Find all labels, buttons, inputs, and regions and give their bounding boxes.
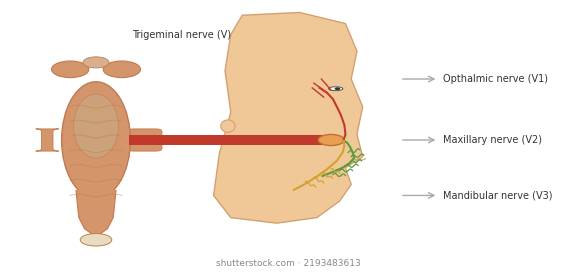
Text: Maxillary nerve (V2): Maxillary nerve (V2) xyxy=(443,135,542,145)
Ellipse shape xyxy=(318,134,344,146)
FancyBboxPatch shape xyxy=(127,129,162,151)
Ellipse shape xyxy=(52,61,89,78)
Ellipse shape xyxy=(329,87,343,91)
Polygon shape xyxy=(214,13,363,223)
Ellipse shape xyxy=(74,94,118,158)
Text: shutterstock.com · 2193483613: shutterstock.com · 2193483613 xyxy=(216,258,360,267)
FancyBboxPatch shape xyxy=(36,129,59,151)
Ellipse shape xyxy=(80,234,112,246)
Polygon shape xyxy=(76,190,116,237)
Text: Opthalmic nerve (V1): Opthalmic nerve (V1) xyxy=(443,74,548,84)
Polygon shape xyxy=(129,135,322,145)
Ellipse shape xyxy=(335,87,340,90)
Text: Trigeminal nerve (V): Trigeminal nerve (V) xyxy=(133,30,232,40)
Ellipse shape xyxy=(221,120,235,132)
Ellipse shape xyxy=(103,61,140,78)
Text: Mandibular nerve (V3): Mandibular nerve (V3) xyxy=(443,190,552,200)
Ellipse shape xyxy=(83,57,109,68)
Ellipse shape xyxy=(62,82,130,198)
